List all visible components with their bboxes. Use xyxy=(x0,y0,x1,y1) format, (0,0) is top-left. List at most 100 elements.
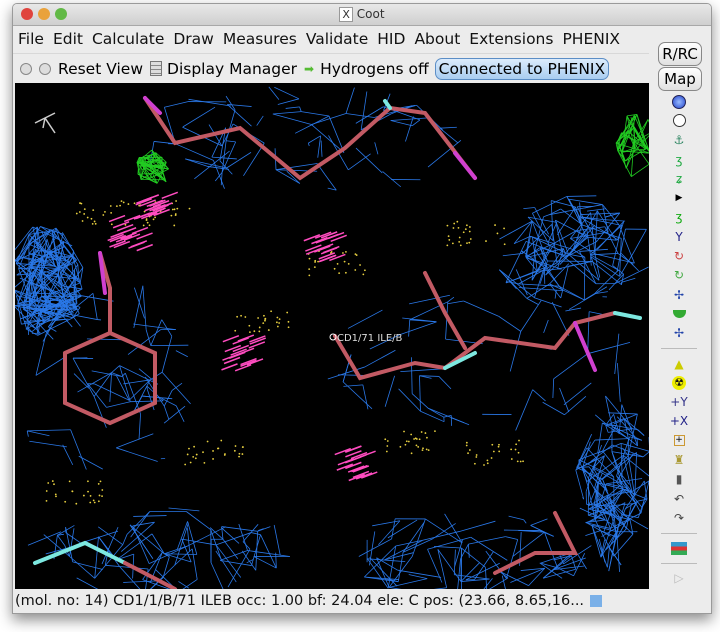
anchor-icon[interactable]: ⚓ xyxy=(673,133,685,148)
menu-edit[interactable]: Edit xyxy=(52,30,83,48)
mesh-line xyxy=(564,395,587,416)
mesh-line xyxy=(460,548,462,582)
mesh-line xyxy=(243,142,265,177)
menu-hid[interactable]: HID xyxy=(377,30,406,48)
contact-dot xyxy=(345,250,347,253)
rigid-body-icon[interactable]: ✢ xyxy=(673,326,685,341)
contact-dot xyxy=(496,232,499,235)
mesh-line xyxy=(643,480,648,500)
mesh-line xyxy=(604,212,620,218)
flip-icon[interactable]: ʑ xyxy=(675,171,683,186)
menu-validate[interactable]: Validate xyxy=(305,30,369,48)
side-chain-180-icon[interactable] xyxy=(657,304,701,323)
contact-dot xyxy=(154,216,157,219)
mesh-line xyxy=(28,269,42,309)
mesh-line xyxy=(634,452,638,497)
mesh-line xyxy=(29,229,52,264)
rrc-button[interactable]: R/RC xyxy=(658,42,702,66)
add-residue-icon[interactable]: +X xyxy=(669,414,689,429)
mesh-line xyxy=(15,226,34,251)
mesh-line xyxy=(409,319,437,323)
mesh-line xyxy=(397,552,404,582)
clash-spike xyxy=(224,344,242,353)
contact-dot xyxy=(216,447,219,450)
mesh-line xyxy=(640,479,649,514)
menu-calculate[interactable]: Calculate xyxy=(91,30,165,48)
mesh-line xyxy=(590,256,592,266)
forward-icon[interactable] xyxy=(39,62,51,75)
contact-dot xyxy=(308,268,311,271)
mesh-line xyxy=(220,527,240,544)
clash-spike xyxy=(232,344,250,353)
mesh-line xyxy=(568,199,587,238)
mesh-line xyxy=(527,216,557,223)
contact-dot xyxy=(515,443,518,446)
mesh-line xyxy=(369,531,376,566)
contact-dot xyxy=(486,462,489,465)
menu-measures[interactable]: Measures xyxy=(222,30,297,48)
contact-dot xyxy=(267,329,270,331)
undo-icon[interactable]: ↶ xyxy=(673,491,685,506)
menu-about[interactable]: About xyxy=(414,30,461,48)
back-icon[interactable] xyxy=(20,62,32,75)
rotate-translate-icon[interactable]: ↻ xyxy=(673,268,685,283)
mesh-line xyxy=(457,558,461,589)
mesh-line xyxy=(582,468,605,507)
mesh-line xyxy=(69,528,75,557)
mesh-line xyxy=(525,248,564,258)
contact-dot xyxy=(258,326,261,329)
display-manager-button[interactable]: Display Manager xyxy=(150,60,297,78)
contact-dot xyxy=(510,458,513,460)
clash-spike xyxy=(246,358,264,366)
menu-extensions[interactable]: Extensions xyxy=(469,30,554,48)
more-arrow-icon[interactable]: ▶ xyxy=(675,193,683,204)
mesh-line xyxy=(345,87,355,114)
mesh-line xyxy=(35,333,47,376)
radiation-icon[interactable]: ☢ xyxy=(657,373,701,392)
minimize-button[interactable] xyxy=(38,8,50,20)
sphere-refine-icon[interactable] xyxy=(657,92,701,111)
molecule-display[interactable]: CD1/71 ILE/B xyxy=(15,83,649,589)
phenix-connection-button[interactable]: Connected to PHENIX xyxy=(434,57,610,80)
mesh-line xyxy=(613,476,615,519)
mesh-line xyxy=(347,309,383,329)
mesh-line xyxy=(547,222,558,243)
close-button[interactable] xyxy=(21,8,33,20)
mesh-line xyxy=(274,86,300,100)
rotamer-icon[interactable]: ʒ xyxy=(675,152,683,167)
regularize-icon[interactable]: ✢ xyxy=(673,287,685,302)
mesh-line xyxy=(299,106,302,112)
delete-icon[interactable]: ▲ xyxy=(674,356,684,371)
map-button[interactable]: Map xyxy=(658,67,702,91)
hydrogens-button[interactable]: ➡ Hydrogens off xyxy=(304,59,429,78)
mesh-line xyxy=(408,319,411,337)
clash-spike xyxy=(116,223,134,232)
menu-file[interactable]: File xyxy=(18,30,44,48)
reset-view-button[interactable]: Reset View xyxy=(58,59,144,78)
auto-fit-icon[interactable]: Y xyxy=(675,229,683,244)
mesh-line xyxy=(178,581,190,589)
trash-icon[interactable]: ▮ xyxy=(675,472,683,487)
clash-spike xyxy=(348,473,366,482)
add-atom-icon[interactable]: +Y xyxy=(670,395,688,410)
zoom-button[interactable] xyxy=(55,8,67,20)
mutate-icon[interactable]: ʒ xyxy=(675,210,683,225)
redo-icon[interactable]: ↷ xyxy=(673,510,685,525)
mesh-line xyxy=(565,307,582,312)
clock-icon[interactable] xyxy=(657,111,701,130)
stamp-icon[interactable]: ♜ xyxy=(673,452,685,467)
mesh-line xyxy=(627,413,638,456)
mesh-line xyxy=(91,370,122,377)
graphics-viewport[interactable]: CD1/71 ILE/B xyxy=(15,83,649,589)
place-atom-icon[interactable]: + xyxy=(673,435,685,447)
mesh-line xyxy=(355,106,384,124)
mesh-line xyxy=(593,467,622,485)
flag-icon[interactable] xyxy=(657,539,701,558)
menu-phenix[interactable]: PHENIX xyxy=(562,30,621,48)
play-icon[interactable]: ▷ xyxy=(674,571,684,586)
menu-draw[interactable]: Draw xyxy=(173,30,214,48)
mesh-line xyxy=(37,323,41,336)
mesh-line xyxy=(447,296,455,303)
torsion-icon[interactable]: ↻ xyxy=(673,249,685,264)
mesh-line xyxy=(606,491,632,496)
